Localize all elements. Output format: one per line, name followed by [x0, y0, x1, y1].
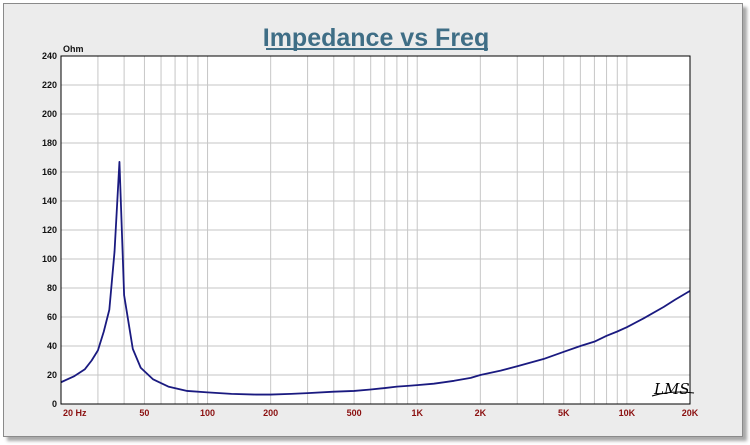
chart-svg: Impedance vs Freq Ohm 0 20 40 60 80 100 120 140… — [42, 24, 699, 418]
signature-flourish — [651, 391, 695, 397]
x-tick-label: 100 — [200, 408, 215, 418]
plot-border — [60, 55, 691, 405]
y-tick-label: 100 — [42, 254, 57, 264]
y-tick-label: 240 — [42, 51, 57, 61]
x-tick-label: 500 — [347, 408, 362, 418]
x-tick-label: 200 — [263, 408, 278, 418]
x-tick-label: 20K — [682, 408, 699, 418]
y-axis-unit-label: Ohm — [63, 44, 84, 54]
x-tick-label: 2K — [475, 408, 487, 418]
x-tick-label: 5K — [558, 408, 570, 418]
y-tick-label: 220 — [42, 80, 57, 90]
y-tick-label: 20 — [47, 370, 57, 380]
x-axis-ticks: 20 Hz 50 100 200 500 1K 2K 5K 10K 20K — [63, 408, 699, 418]
series-layer — [60, 160, 691, 396]
chart-title: Impedance vs Freq — [263, 24, 489, 52]
y-tick-label: 200 — [42, 109, 57, 119]
y-tick-label: 180 — [42, 138, 57, 148]
y-tick-label: 140 — [42, 196, 57, 206]
x-tick-label: 10K — [619, 408, 636, 418]
x-tick-label: 50 — [139, 408, 149, 418]
y-tick-label: 80 — [47, 283, 57, 293]
y-tick-label: 0 — [52, 399, 57, 409]
x-tick-label: 20 Hz — [63, 408, 87, 418]
lms-signature: LMS — [653, 380, 690, 398]
y-tick-label: 160 — [42, 167, 57, 177]
y-tick-label: 60 — [47, 312, 57, 322]
impedance-series-line — [60, 160, 691, 396]
y-tick-label: 120 — [42, 225, 57, 235]
chart-frame: Impedance vs Freq Ohm 0 20 40 60 80 100 120 140… — [3, 3, 743, 437]
y-axis-ticks: 0 20 40 60 80 100 120 140 160 180 200 220 240 — [42, 51, 57, 409]
y-tick-label: 40 — [47, 341, 57, 351]
x-tick-label: 1K — [411, 408, 423, 418]
